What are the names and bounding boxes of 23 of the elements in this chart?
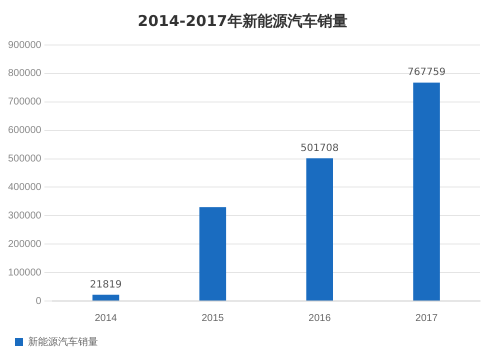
y-tick-label: 700000 (8, 96, 42, 108)
data-label: 501708 (300, 142, 339, 154)
y-tick-label: 200000 (8, 238, 42, 250)
y-tick-label: 100000 (8, 267, 42, 278)
y-tick-label: 0 (36, 296, 42, 307)
y-tick-label: 500000 (8, 154, 42, 165)
bar (199, 207, 226, 300)
bar (306, 158, 333, 300)
y-tick-label: 600000 (8, 125, 42, 136)
x-tick-label: 2016 (308, 312, 332, 324)
y-tick-label: 300000 (8, 210, 42, 222)
x-tick-label: 2014 (94, 312, 118, 324)
y-tick-label: 800000 (8, 68, 42, 80)
data-label: 767759 (407, 67, 446, 78)
bar (92, 294, 120, 300)
y-tick-label: 400000 (8, 182, 42, 193)
x-tick-label: 2017 (415, 312, 438, 324)
bar (413, 82, 440, 300)
legend-label: 新能源汽车销量 (28, 336, 98, 348)
y-tick-label: 900000 (8, 40, 42, 51)
data-label: 21819 (90, 279, 122, 290)
x-tick-label: 2015 (202, 312, 224, 324)
chart-title: 2014-2017年新能源汽车销量 (138, 12, 348, 30)
